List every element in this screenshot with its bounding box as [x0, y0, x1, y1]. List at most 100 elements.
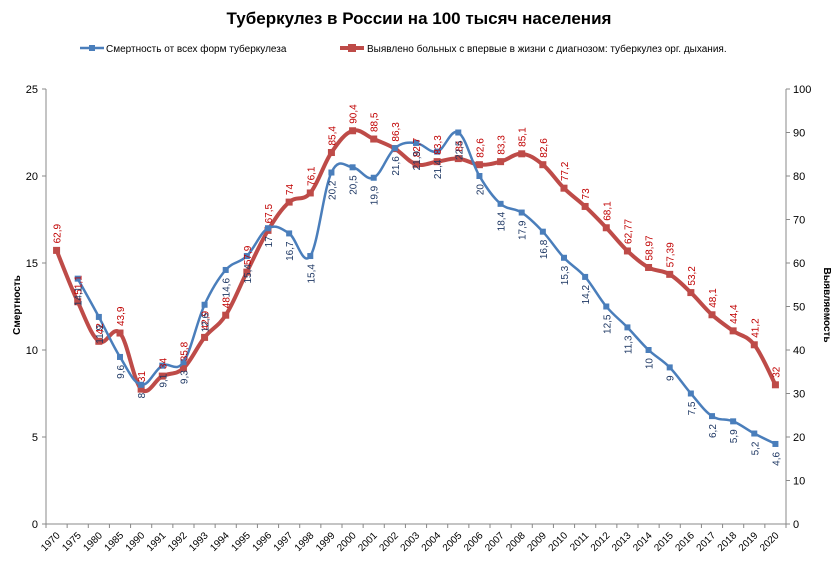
data-point-detection	[201, 333, 209, 341]
data-label-detection: 82,6	[475, 138, 486, 158]
data-label-detection: 43,9	[116, 306, 127, 326]
left-tick-label: 25	[26, 84, 38, 96]
data-label-detection: 58,97	[645, 235, 656, 260]
data-label-mortality: 11,9	[95, 325, 106, 344]
data-label-mortality: 10	[645, 358, 656, 370]
data-label-mortality: 15,4	[243, 264, 254, 284]
data-label-detection: 48,1	[708, 288, 719, 308]
data-point-detection	[518, 150, 526, 158]
data-point-mortality	[730, 418, 737, 425]
data-label-detection: 68,1	[602, 201, 613, 221]
data-point-mortality	[391, 145, 398, 152]
data-label-mortality: 19,9	[370, 185, 381, 205]
data-label-mortality: 14,2	[581, 284, 592, 304]
data-point-mortality	[687, 390, 694, 397]
data-label-mortality: 5,9	[729, 429, 740, 443]
data-point-detection	[179, 364, 187, 372]
left-axis-ticks: 0 5 10 15 20 25	[26, 84, 46, 531]
x-tick-label: 1970	[39, 530, 63, 554]
data-point-detection	[581, 202, 589, 210]
x-tick-label: 1997	[272, 530, 296, 554]
data-point-detection	[687, 289, 695, 297]
x-tick-label: 2011	[568, 530, 591, 553]
data-point-mortality	[624, 324, 631, 331]
x-tick-label: 2019	[737, 530, 761, 554]
data-point-mortality	[497, 200, 504, 207]
data-label-mortality: 18,4	[497, 211, 508, 231]
data-point-detection	[412, 160, 420, 168]
legend: Смертность от всех форм туберкулеза Выяв…	[80, 43, 727, 55]
right-tick-label: 50	[793, 302, 805, 314]
data-label-mortality: 20,2	[327, 180, 338, 200]
data-label-mortality: 8	[137, 392, 148, 398]
data-label-mortality: 16,7	[285, 241, 296, 261]
x-tick-label: 2010	[547, 530, 571, 554]
data-point-mortality	[666, 364, 673, 371]
x-tick-label: 2017	[695, 530, 719, 554]
right-tick-label: 90	[793, 128, 805, 140]
data-label-mortality: 6,2	[708, 424, 719, 438]
data-point-detection	[708, 311, 716, 319]
data-label-detection: 62,9	[53, 223, 64, 243]
x-tick-label: 2008	[504, 530, 528, 554]
x-tick-label: 2020	[758, 530, 782, 554]
data-label-detection: 35,8	[179, 341, 190, 361]
data-point-detection	[243, 268, 251, 276]
data-label-mortality: 9,6	[116, 365, 127, 379]
data-point-detection	[539, 161, 547, 169]
data-point-mortality	[455, 129, 462, 136]
data-label-mortality: 21,6	[391, 156, 402, 176]
data-label-detection: 84	[454, 140, 465, 152]
data-labels-mortality: 14,1 11,9 9,6 8 9,1 9,3 12,6 14,6 15,4 17 16,7 15,4…	[74, 140, 783, 466]
data-point-mortality	[751, 430, 758, 437]
data-label-detection: 42	[95, 323, 106, 335]
data-point-mortality	[159, 362, 166, 369]
data-point-mortality	[265, 225, 271, 232]
x-tick-label: 1990	[124, 530, 148, 554]
data-point-detection	[602, 224, 610, 232]
x-tick-label: 2005	[441, 530, 465, 554]
data-label-mortality: 5,2	[750, 441, 761, 455]
data-point-mortality	[180, 359, 187, 366]
data-label-mortality: 7,5	[687, 401, 698, 415]
data-point-mortality	[243, 253, 250, 260]
data-label-detection: 34	[158, 358, 169, 370]
x-tick-label: 2009	[525, 530, 549, 554]
data-label-detection: 51,1	[74, 275, 85, 295]
data-label-mortality: 9,1	[158, 373, 169, 387]
data-point-mortality	[95, 313, 102, 320]
left-tick-label: 0	[32, 519, 38, 531]
left-axis-title: Смертность	[12, 275, 23, 335]
data-labels-detection: 62,9 51,1 42 43,9 31 34 35,8 42,9 48 57,9 67,5 74 76…	[53, 104, 783, 382]
legend-label-detection: Выявлено больных с впервые в жизни с диа…	[367, 43, 727, 55]
data-point-mortality	[117, 353, 123, 360]
data-label-mortality: 21,9	[412, 151, 423, 171]
data-label-detection: 90,4	[349, 104, 360, 124]
x-tick-label: 2007	[483, 530, 507, 554]
data-label-mortality: 21,4	[433, 159, 444, 179]
data-point-detection	[475, 161, 483, 169]
data-point-detection	[729, 327, 737, 335]
x-tick-label: 1999	[314, 530, 338, 554]
data-label-detection: 67,5	[264, 203, 275, 223]
data-point-mortality	[201, 301, 208, 308]
data-label-mortality: 20	[475, 184, 486, 196]
data-label-detection: 42,9	[201, 310, 212, 330]
data-label-detection: 57,9	[243, 245, 254, 265]
data-label-mortality: 15,4	[306, 264, 317, 284]
x-tick-label: 2018	[716, 530, 740, 554]
data-label-mortality: 11,3	[623, 335, 634, 354]
right-tick-label: 30	[793, 389, 805, 401]
data-label-detection: 82,7	[412, 137, 423, 157]
data-point-detection	[750, 341, 758, 349]
data-label-detection: 32	[771, 366, 782, 378]
data-point-mortality	[286, 230, 293, 237]
x-axis-ticks: 1970197519801985199019911992199319941995…	[39, 524, 787, 554]
left-tick-label: 5	[32, 432, 38, 444]
data-point-mortality	[307, 253, 314, 260]
data-point-mortality	[74, 275, 81, 282]
x-tick-label: 1995	[229, 530, 253, 554]
data-point-detection	[666, 270, 674, 278]
data-point-mortality	[434, 148, 441, 155]
